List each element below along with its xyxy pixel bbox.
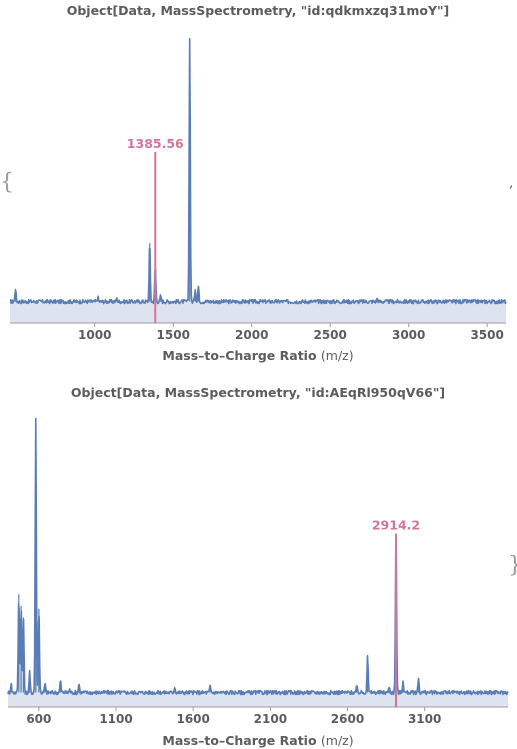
chart-1-x-axis-label: Mass–to–Charge Ratio (m/z) [162,348,353,363]
chart-1-highlight-label: 1385.56 [127,136,184,151]
chart-2-x-tick-label: 3100 [408,712,441,726]
mass-spectrum-chart-1: Object[Data, MassSpectrometry, "id:qdkmx… [9,3,507,363]
list-open-brace: { [0,170,14,195]
chart-1-x-tick-label: 1000 [78,328,111,342]
chart-2-x-tick-label: 2100 [254,712,287,726]
chart-2-title: Object[Data, MassSpectrometry, "id:AEqRl… [71,385,445,400]
chart-1-plot-area: 1000 1500 2000 2500 3000 3500 1385.56 [9,38,507,342]
chart-1-x-tick-label: 3000 [392,328,425,342]
chart-2-x-axis-label-text: Mass–to–Charge Ratio [162,733,317,748]
chart-2-x-axis-label: Mass–to–Charge Ratio (m/z) [162,733,353,748]
chart-2-x-tick-label: 1600 [176,712,209,726]
chart-2-x-tick-label: 600 [26,712,51,726]
chart-1-x-axis-label-text: Mass–to–Charge Ratio [162,348,317,363]
chart-2-x-tick-label: 2600 [331,712,364,726]
chart-2-spectrum-fill [8,418,508,707]
chart-1-spectrum-line [9,38,507,305]
chart-2-x-axis-unit: (m/z) [321,733,354,748]
chart-1-x-tick-label: 2000 [235,328,268,342]
chart-2-x-tick-label: 1100 [99,712,132,726]
chart-2-spectrum-line [7,417,509,696]
list-separator-comma: , [509,175,513,191]
chart-1-title: Object[Data, MassSpectrometry, "id:qdkmx… [67,3,450,18]
mass-spectrum-chart-2: Object[Data, MassSpectrometry, "id:AEqRl… [7,385,509,748]
chart-2-plot-area: 600 1100 1600 2100 2600 3100 2914.2 [7,417,509,726]
chart-1-spectrum-fill [10,39,506,324]
chart-2-highlight-label: 2914.2 [372,518,420,533]
chart-1-x-tick-label: 3500 [470,328,503,342]
chart-1-x-tick-label: 1500 [157,328,190,342]
chart-1-x-axis-unit: (m/z) [321,348,354,363]
chart-1-x-tick-label: 2500 [313,328,346,342]
list-close-brace: } [508,553,517,578]
